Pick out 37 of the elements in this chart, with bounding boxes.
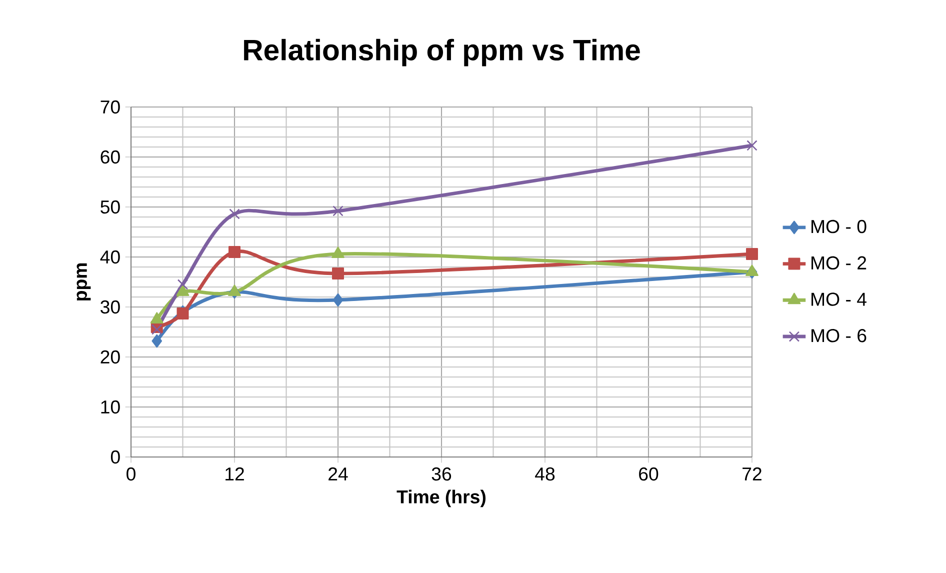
legend-label: MO - 2 bbox=[812, 256, 866, 270]
point bbox=[151, 324, 162, 335]
y-tick-label: 50 bbox=[100, 200, 120, 214]
chart-title: Relationship of ppm vs Time bbox=[244, 38, 640, 66]
legend-label: MO - 4 bbox=[812, 292, 866, 306]
point bbox=[332, 267, 344, 280]
y-tick-label: 40 bbox=[100, 250, 120, 264]
point bbox=[746, 264, 758, 276]
point bbox=[228, 284, 241, 296]
y-tick-label: 0 bbox=[110, 450, 120, 464]
x-tick-label: 36 bbox=[432, 467, 452, 481]
point bbox=[150, 312, 164, 324]
point bbox=[229, 208, 240, 220]
x-tick-label: 60 bbox=[639, 467, 658, 481]
point bbox=[152, 334, 162, 348]
y-tick-label: 20 bbox=[100, 350, 120, 364]
point bbox=[332, 246, 344, 258]
point bbox=[228, 246, 241, 258]
y-tick-label: 10 bbox=[101, 400, 120, 414]
x-tick-label: 48 bbox=[535, 467, 555, 481]
y-axis-title: ppm bbox=[76, 263, 91, 300]
y-tick-label: 30 bbox=[100, 300, 120, 314]
legend-label: MO - 6 bbox=[812, 329, 866, 342]
y-tick-label: 70 bbox=[100, 100, 120, 114]
x-tick-label: 0 bbox=[126, 467, 136, 481]
x-tick-label: 72 bbox=[742, 467, 762, 480]
legend-label: MO - 0 bbox=[812, 220, 866, 234]
point bbox=[332, 206, 344, 216]
x-tick-label: 24 bbox=[328, 467, 348, 480]
point bbox=[176, 284, 190, 296]
point bbox=[746, 248, 758, 260]
x-tick-label: 12 bbox=[226, 467, 244, 480]
point bbox=[177, 279, 188, 290]
point bbox=[332, 293, 344, 307]
y-tick-label: 60 bbox=[100, 150, 120, 164]
x-axis-title: Time (hrs) bbox=[396, 490, 486, 508]
point bbox=[746, 140, 758, 151]
